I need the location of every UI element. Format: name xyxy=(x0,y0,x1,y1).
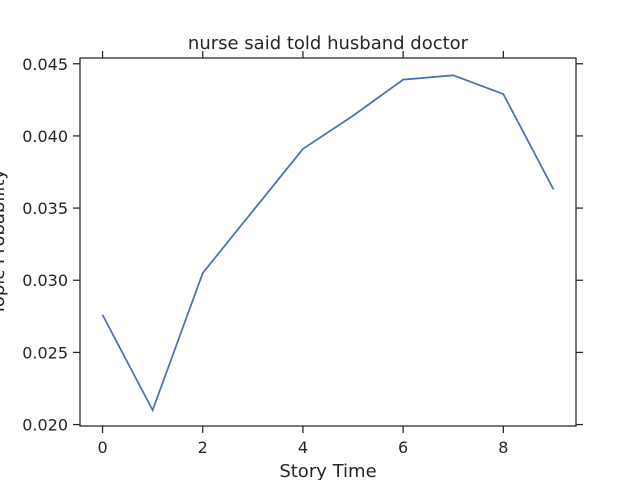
y-tick-label: 0.020 xyxy=(22,416,68,435)
x-tick-label: 6 xyxy=(398,438,408,457)
x-tick-label: 4 xyxy=(298,438,308,457)
y-tick-label: 0.025 xyxy=(22,343,68,362)
x-tick-label: 2 xyxy=(198,438,208,457)
y-tick-label: 0.045 xyxy=(22,55,68,74)
x-tick-label: 8 xyxy=(498,438,508,457)
x-axis: 0 2 4 6 8 xyxy=(97,51,508,457)
y-axis-label: Topic Probability xyxy=(0,169,9,316)
y-tick-label: 0.040 xyxy=(22,127,68,146)
y-tick-label: 0.030 xyxy=(22,271,68,290)
series-line xyxy=(101,74,555,413)
y-tick-label: 0.035 xyxy=(22,199,68,218)
y-axis: 0.020 0.025 0.030 0.035 0.040 0.045 xyxy=(22,55,583,435)
plot-frame xyxy=(79,57,577,427)
x-tick-label: 0 xyxy=(97,438,107,457)
chart-title: nurse said told husband doctor xyxy=(188,33,469,54)
x-axis-label: Story Time xyxy=(279,461,376,480)
